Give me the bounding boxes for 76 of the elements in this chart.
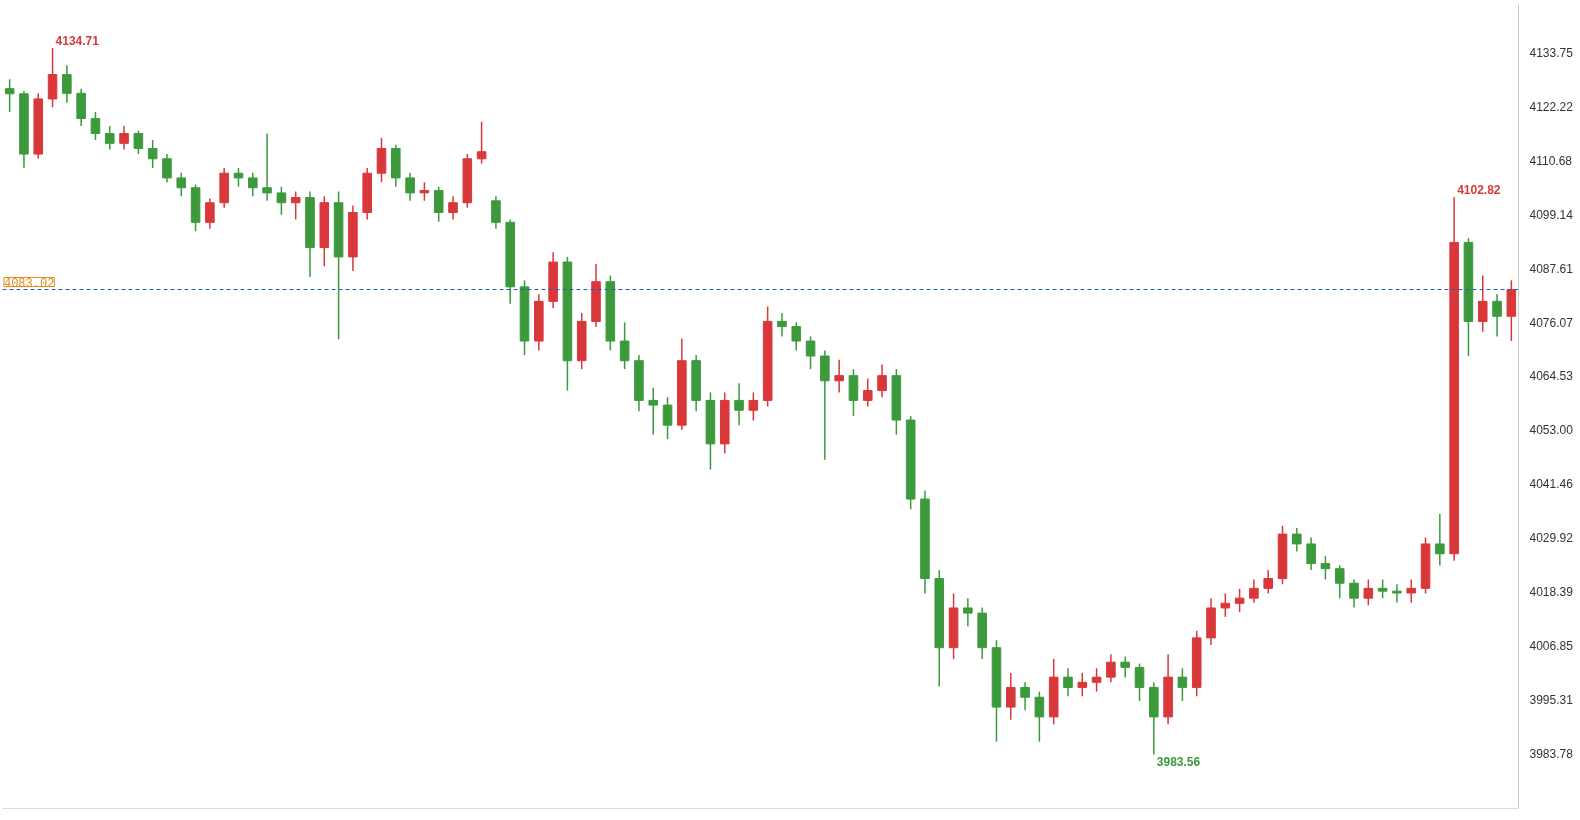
candlestick — [162, 153, 172, 183]
candlestick — [4, 78, 15, 113]
y-tick-label: 3995.31 — [1529, 693, 1574, 708]
candlestick — [1106, 653, 1116, 684]
candlestick — [877, 363, 887, 398]
candlestick — [1477, 274, 1488, 333]
candlestick — [1320, 555, 1331, 581]
candlestick — [90, 111, 101, 141]
candlestick — [405, 172, 415, 202]
candlestick — [262, 132, 272, 202]
candlestick — [805, 335, 816, 370]
candlestick — [1034, 690, 1045, 743]
candlestick — [233, 167, 244, 188]
y-tick-label: 4087.61 — [1529, 261, 1574, 276]
y-tick-label: 4018.39 — [1529, 585, 1574, 600]
y-tick-label: 4053.00 — [1529, 423, 1574, 438]
candlestick — [1234, 588, 1245, 613]
candlestick — [1005, 672, 1016, 721]
candlestick — [1134, 662, 1145, 702]
candlestick — [1249, 578, 1259, 604]
candlestick — [119, 125, 129, 151]
y-tick-label: 4122.22 — [1529, 99, 1574, 114]
annotation: 3983.56 — [1156, 755, 1201, 770]
candlestick — [419, 181, 430, 202]
candlestick — [734, 382, 744, 426]
candlestick — [1063, 667, 1073, 698]
candlestick — [1220, 592, 1231, 618]
y-tick-label: 4076.07 — [1529, 315, 1574, 330]
candlestick — [1363, 578, 1374, 606]
y-tick-label: 4029.92 — [1529, 531, 1574, 546]
candlestick — [1306, 536, 1316, 571]
candlestick — [748, 391, 759, 422]
candlestick — [276, 186, 287, 216]
candlestick — [619, 321, 630, 370]
candlestick — [662, 396, 673, 440]
candlestick — [1392, 583, 1402, 604]
y-tick-label: 3983.78 — [1529, 746, 1574, 761]
candlestick — [791, 321, 802, 352]
candlestick — [1349, 578, 1359, 609]
candlestick — [834, 359, 844, 394]
candlestick — [648, 387, 659, 436]
y-tick-label: 4041.46 — [1529, 477, 1574, 492]
candlestick — [247, 172, 258, 197]
candlestick — [1263, 569, 1274, 595]
candlestick — [1177, 667, 1188, 702]
candlestick — [176, 172, 187, 197]
candlestick — [476, 121, 487, 165]
candlestick — [862, 377, 873, 408]
candlestick — [205, 197, 215, 230]
y-tick-label: 4110.68 — [1529, 153, 1573, 168]
candlestick — [290, 190, 301, 221]
y-tick-label: 4006.85 — [1529, 639, 1574, 654]
candlestick — [1406, 578, 1417, 604]
candlestick — [147, 139, 158, 169]
candlestick — [491, 195, 501, 230]
candlestick — [62, 64, 72, 104]
candlestick — [1334, 564, 1345, 599]
y-tick-label: 4099.14 — [1529, 207, 1574, 222]
annotation: 4134.71 — [55, 33, 100, 48]
candlestick — [1091, 667, 1102, 693]
candlestick — [777, 312, 787, 338]
candlestick — [1120, 655, 1130, 679]
candlestick — [104, 125, 115, 151]
candlestick — [963, 597, 973, 627]
annotation: 4102.82 — [1457, 182, 1501, 197]
y-tick-label: 4133.75 — [1529, 45, 1574, 60]
candlestick — [448, 195, 458, 221]
candlestick — [1020, 681, 1030, 712]
candlestick — [1292, 527, 1302, 553]
y-tick-label: 4064.53 — [1529, 369, 1574, 384]
candlestick — [1492, 293, 1502, 338]
candlestick — [433, 186, 444, 223]
candlestick — [1077, 672, 1088, 698]
candlestick — [1435, 513, 1445, 567]
candlestick — [1377, 578, 1388, 599]
candlestick — [133, 129, 144, 155]
